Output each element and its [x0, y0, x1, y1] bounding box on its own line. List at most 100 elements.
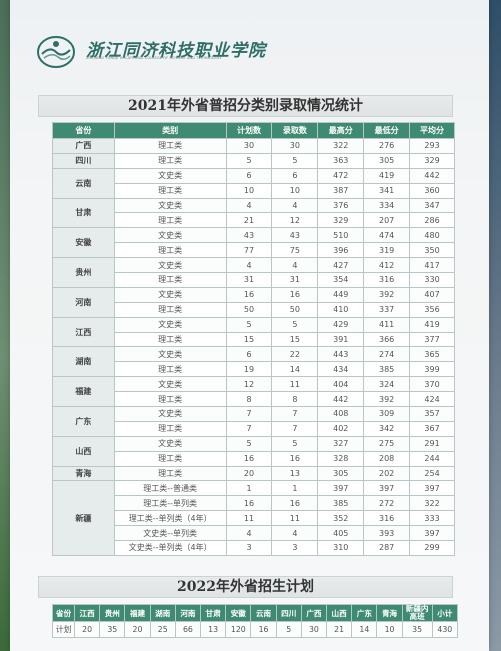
plan-header-province: 云南	[250, 604, 277, 622]
table-row: 理工类 21 12 329 207 286	[53, 212, 455, 229]
cell-category: 理工类	[113, 242, 227, 259]
cell-admitted: 11	[271, 376, 319, 393]
table-row: 河南 文史类 16 16 449 392 407	[52, 286, 455, 318]
cell-plan: 1	[225, 480, 273, 497]
cell-category: 文史类	[113, 376, 227, 393]
plan-header-row: 省份 江西 贵州 福建 湖南 河南 甘肃 安徽 云南 四川 广西 山西 广东 青海 新疆内高班 小计	[52, 604, 459, 622]
cell-avg-score: 417	[409, 257, 455, 274]
cell-admitted: 13	[271, 465, 319, 482]
plan-value: 430	[431, 621, 459, 638]
cell-category: 文史类	[113, 197, 227, 214]
cell-admitted: 6	[271, 167, 319, 184]
school-name-english: ZHEJIANG TONGJI VOCATIONAL COLLEGE OF SC…	[86, 56, 222, 60]
cell-min-score: 392	[363, 391, 411, 408]
header-avg-score: 平均分	[409, 122, 455, 139]
cell-min-score: 276	[363, 138, 411, 154]
cell-max-score: 391	[317, 331, 365, 348]
cell-plan: 4	[225, 257, 273, 274]
cell-category: 理工类	[113, 212, 227, 229]
cell-province: 湖南	[52, 346, 115, 378]
cell-plan: 3	[225, 540, 273, 556]
plan-value: 30	[300, 621, 328, 638]
cell-max-score: 352	[317, 510, 365, 527]
cell-avg-score: 329	[409, 152, 455, 169]
title-2021-admission: 2021年外省普招分类别录取情况统计	[38, 95, 453, 117]
cell-category: 文史类	[113, 257, 227, 274]
table-row: 广西 理工类 30 30 322 276 293	[52, 138, 455, 154]
cell-category: 文史类	[113, 406, 227, 422]
cell-min-score: 419	[363, 167, 411, 184]
plan-table-2022: 省份 江西 贵州 福建 湖南 河南 甘肃 安徽 云南 四川 广西 山西 广东 青海 新疆内高班 小计 计划 …	[52, 604, 459, 638]
cell-admitted: 3	[271, 540, 319, 556]
cell-plan: 21	[225, 212, 273, 229]
cell-admitted: 4	[271, 525, 319, 542]
plan-header-label: 省份	[52, 604, 75, 622]
cell-min-score: 305	[363, 152, 411, 169]
table-row: 江西 文史类 5 5 429 411 419	[52, 316, 455, 348]
cell-min-score: 341	[363, 182, 411, 199]
plan-header-province: 新疆内高班	[401, 604, 433, 622]
school-header: 浙江同济科技职业学院 ZHEJIANG TONGJI VOCATIONAL CO…	[36, 34, 296, 74]
cell-admitted: 7	[271, 406, 319, 422]
cell-min-score: 392	[363, 286, 411, 303]
plan-header-province: 广东	[351, 604, 378, 622]
cell-avg-score: 356	[409, 301, 455, 318]
cell-admitted: 22	[271, 346, 319, 363]
cell-plan: 5	[225, 435, 273, 452]
cell-avg-score: 365	[409, 346, 455, 363]
cell-admitted: 10	[271, 182, 319, 199]
cell-min-score: 334	[363, 197, 411, 214]
school-logo-icon	[37, 36, 75, 68]
table-row: 理工类 19 14 434 385 399	[53, 361, 455, 378]
cell-avg-score: 322	[409, 495, 455, 512]
cell-min-score: 337	[363, 301, 411, 318]
cell-max-score: 510	[317, 227, 365, 244]
cell-plan: 16	[225, 450, 273, 467]
cell-max-score: 404	[317, 376, 365, 393]
cell-plan: 5	[225, 316, 273, 333]
cell-admitted: 5	[271, 316, 319, 333]
cell-avg-score: 407	[409, 286, 455, 303]
plan-value: 16	[250, 621, 277, 638]
table-row: 湖南 文史类 6 22 443 274 365	[52, 346, 455, 378]
cell-category: 理工类	[113, 391, 227, 408]
cell-avg-score: 419	[409, 316, 455, 333]
cell-plan: 10	[225, 182, 273, 199]
table-row: 文史类--单列类 4 4 405 393 397	[53, 525, 455, 542]
cell-plan: 31	[225, 272, 273, 288]
cell-category: 文史类	[113, 346, 227, 363]
table-row: 云南 文史类 6 6 472 419 442	[52, 167, 455, 199]
cell-plan: 16	[225, 286, 273, 303]
cell-category: 理工类	[113, 450, 227, 467]
cell-avg-score: 480	[409, 227, 455, 244]
cell-avg-score: 293	[409, 138, 455, 154]
cell-avg-score: 397	[409, 480, 455, 497]
cell-admitted: 8	[271, 391, 319, 408]
cell-admitted: 16	[271, 450, 319, 467]
cell-category: 文史类	[113, 227, 227, 244]
cell-category: 理工类	[113, 138, 227, 154]
cell-category: 理工类	[113, 182, 227, 199]
cell-min-score: 316	[363, 272, 411, 288]
cell-admitted: 15	[271, 331, 319, 348]
plan-header-province: 贵州	[99, 604, 126, 622]
cell-avg-score: 350	[409, 242, 455, 259]
cell-admitted: 5	[271, 152, 319, 169]
plan-header-province: 四川	[275, 604, 302, 622]
cell-max-score: 396	[317, 242, 365, 259]
cell-province: 四川	[52, 152, 115, 169]
cell-avg-score: 291	[409, 435, 455, 452]
cell-category: 文史类--单列类（4年）	[113, 540, 227, 556]
cell-admitted: 14	[271, 361, 319, 378]
cell-max-score: 387	[317, 182, 365, 199]
plan-header-province: 甘肃	[200, 604, 227, 622]
cell-avg-score: 377	[409, 331, 455, 348]
cell-min-score: 208	[363, 450, 411, 467]
cell-plan: 15	[225, 331, 273, 348]
cell-min-score: 324	[363, 376, 411, 393]
cell-max-score: 397	[317, 480, 365, 497]
cell-plan: 6	[225, 167, 273, 184]
cell-max-score: 410	[317, 301, 365, 318]
plan-header-province: 河南	[174, 604, 202, 622]
cell-province: 贵州	[52, 257, 115, 288]
